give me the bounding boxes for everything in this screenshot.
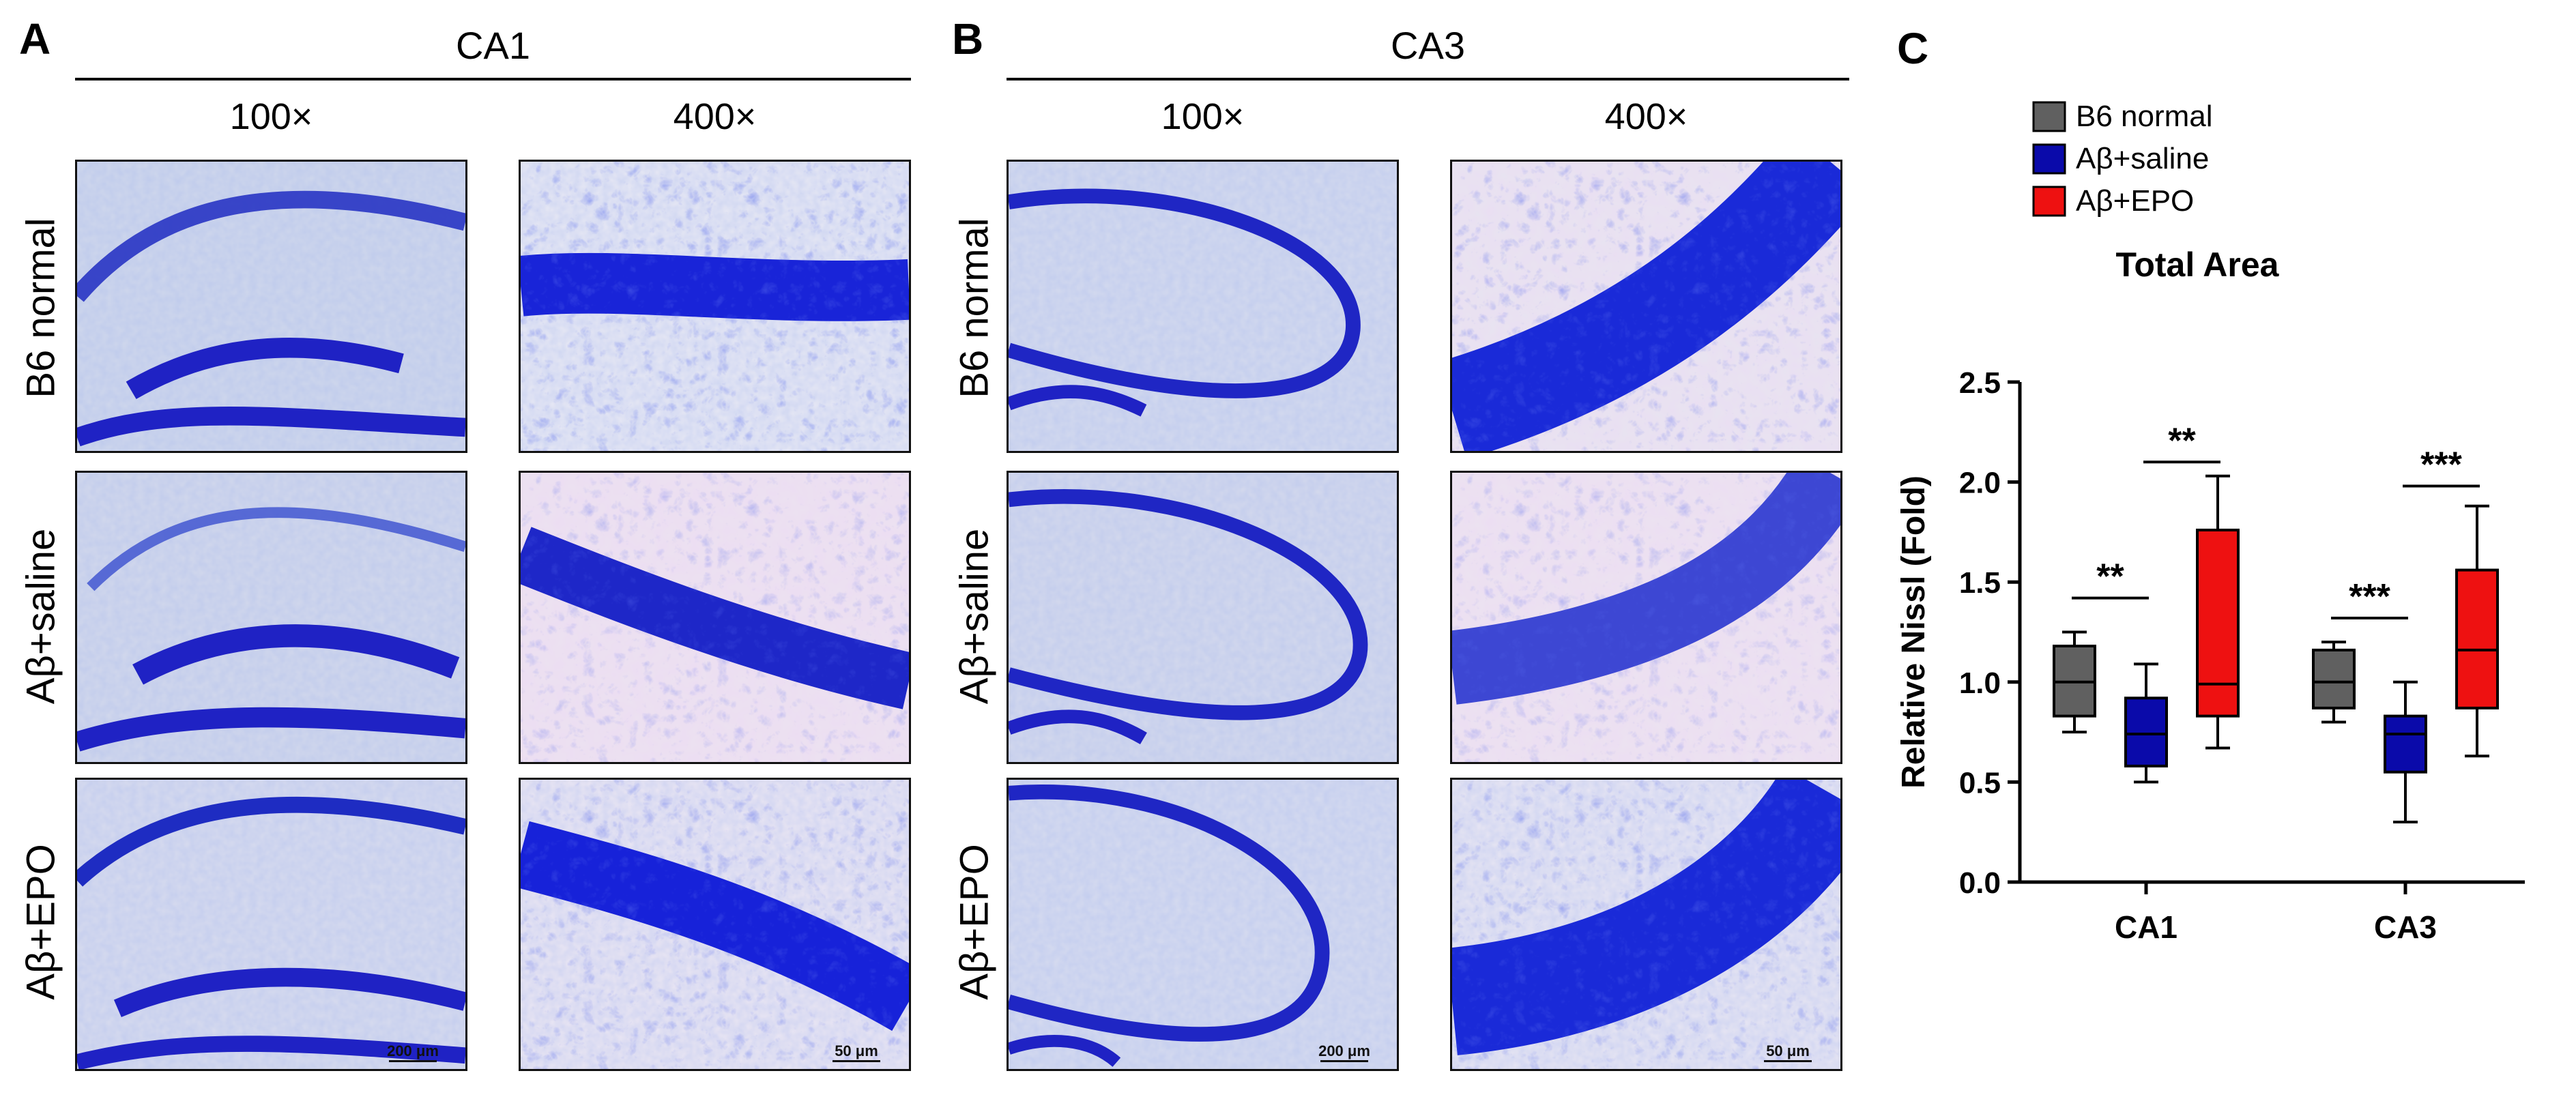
nissl-box-chart: B6 normal Aβ+saline Aβ+EPO Total Area 0.0 0.5…: [1897, 100, 2525, 945]
mag-label-b-100: 100×: [1161, 96, 1245, 137]
micrograph-ca3-b6-100x: [1007, 160, 1399, 453]
y-tick-label: 1.0: [1959, 666, 2001, 700]
micrograph-ca3-b6-400x: [1450, 160, 1842, 453]
box-ca3-2: [2455, 568, 2499, 709]
significance-label: ***: [2420, 445, 2462, 484]
scale-bar-ca1-400x: 50 μm: [822, 1042, 891, 1062]
x-tick-label: CA3: [2374, 909, 2437, 945]
y-tick-label: 1.5: [1959, 566, 2001, 600]
legend-swatch: [2032, 186, 2066, 217]
significance-label: **: [2096, 557, 2124, 597]
micrograph-ca1-saline-100x: [75, 471, 467, 764]
y-tick-label: 0.5: [1959, 766, 2001, 800]
legend-swatch: [2032, 143, 2066, 175]
micrograph-ca1-b6-100x: [75, 160, 467, 453]
micrograph-ca1-epo-400x: [519, 778, 911, 1071]
significance-label: **: [2168, 421, 2196, 460]
y-tick-label: 0.0: [1959, 866, 2001, 900]
scale-bar-ca3-100x: 200 μm: [1310, 1042, 1378, 1062]
panel-letter-a: A: [19, 14, 51, 63]
box-ca1-2: [2196, 528, 2240, 718]
chart-title: Total Area: [2116, 246, 2280, 284]
row-label-b-saline: Aβ+saline: [952, 528, 997, 705]
panel-letter-b: B: [952, 14, 984, 63]
y-axis-label: Relative Nissl (Fold): [1897, 475, 1932, 789]
mag-label-a-400: 400×: [673, 96, 757, 137]
x-tick-label: CA1: [2115, 909, 2177, 945]
row-label-b-b6: B6 normal: [952, 218, 997, 398]
significance-label: ***: [2349, 577, 2390, 617]
micrograph-ca3-epo-400x: [1450, 778, 1842, 1071]
legend-swatch: [2032, 101, 2066, 132]
mag-label-a-100: 100×: [229, 96, 313, 137]
legend-label: Aβ+EPO: [2076, 184, 2194, 218]
region-title-ca3: CA3: [1391, 24, 1465, 67]
region-rule-ca1: [75, 78, 911, 80]
row-label-a-saline: Aβ+saline: [18, 528, 63, 705]
row-label-b-epo: Aβ+EPO: [952, 844, 997, 1000]
micrograph-ca3-epo-100x: [1007, 778, 1399, 1071]
micrograph-ca1-epo-100x: [75, 778, 467, 1071]
box-ca1-1: [2124, 697, 2168, 767]
micrograph-ca1-b6-400x: [519, 160, 911, 453]
scale-bar-ca3-400x: 50 μm: [1754, 1042, 1822, 1062]
y-tick-label: 2.0: [1959, 467, 2001, 500]
legend-label: B6 normal: [2076, 100, 2213, 133]
box-ca3-0: [2312, 648, 2356, 709]
mag-label-b-400: 400×: [1604, 96, 1688, 137]
micrograph-ca1-saline-400x: [519, 471, 911, 764]
box-ca3-1: [2384, 714, 2427, 774]
legend-label: Aβ+saline: [2076, 142, 2209, 175]
row-label-a-b6: B6 normal: [18, 218, 63, 398]
panel-letter-c: C: [1897, 24, 1929, 73]
micrograph-ca3-saline-100x: [1007, 471, 1399, 764]
row-label-a-epo: Aβ+EPO: [18, 844, 63, 1000]
region-title-ca1: CA1: [456, 24, 530, 67]
region-rule-ca3: [1007, 78, 1849, 80]
micrograph-ca3-saline-400x: [1450, 471, 1842, 764]
y-tick-label: 2.5: [1959, 366, 2001, 400]
scale-bar-ca1-100x: 200 μm: [379, 1042, 447, 1062]
